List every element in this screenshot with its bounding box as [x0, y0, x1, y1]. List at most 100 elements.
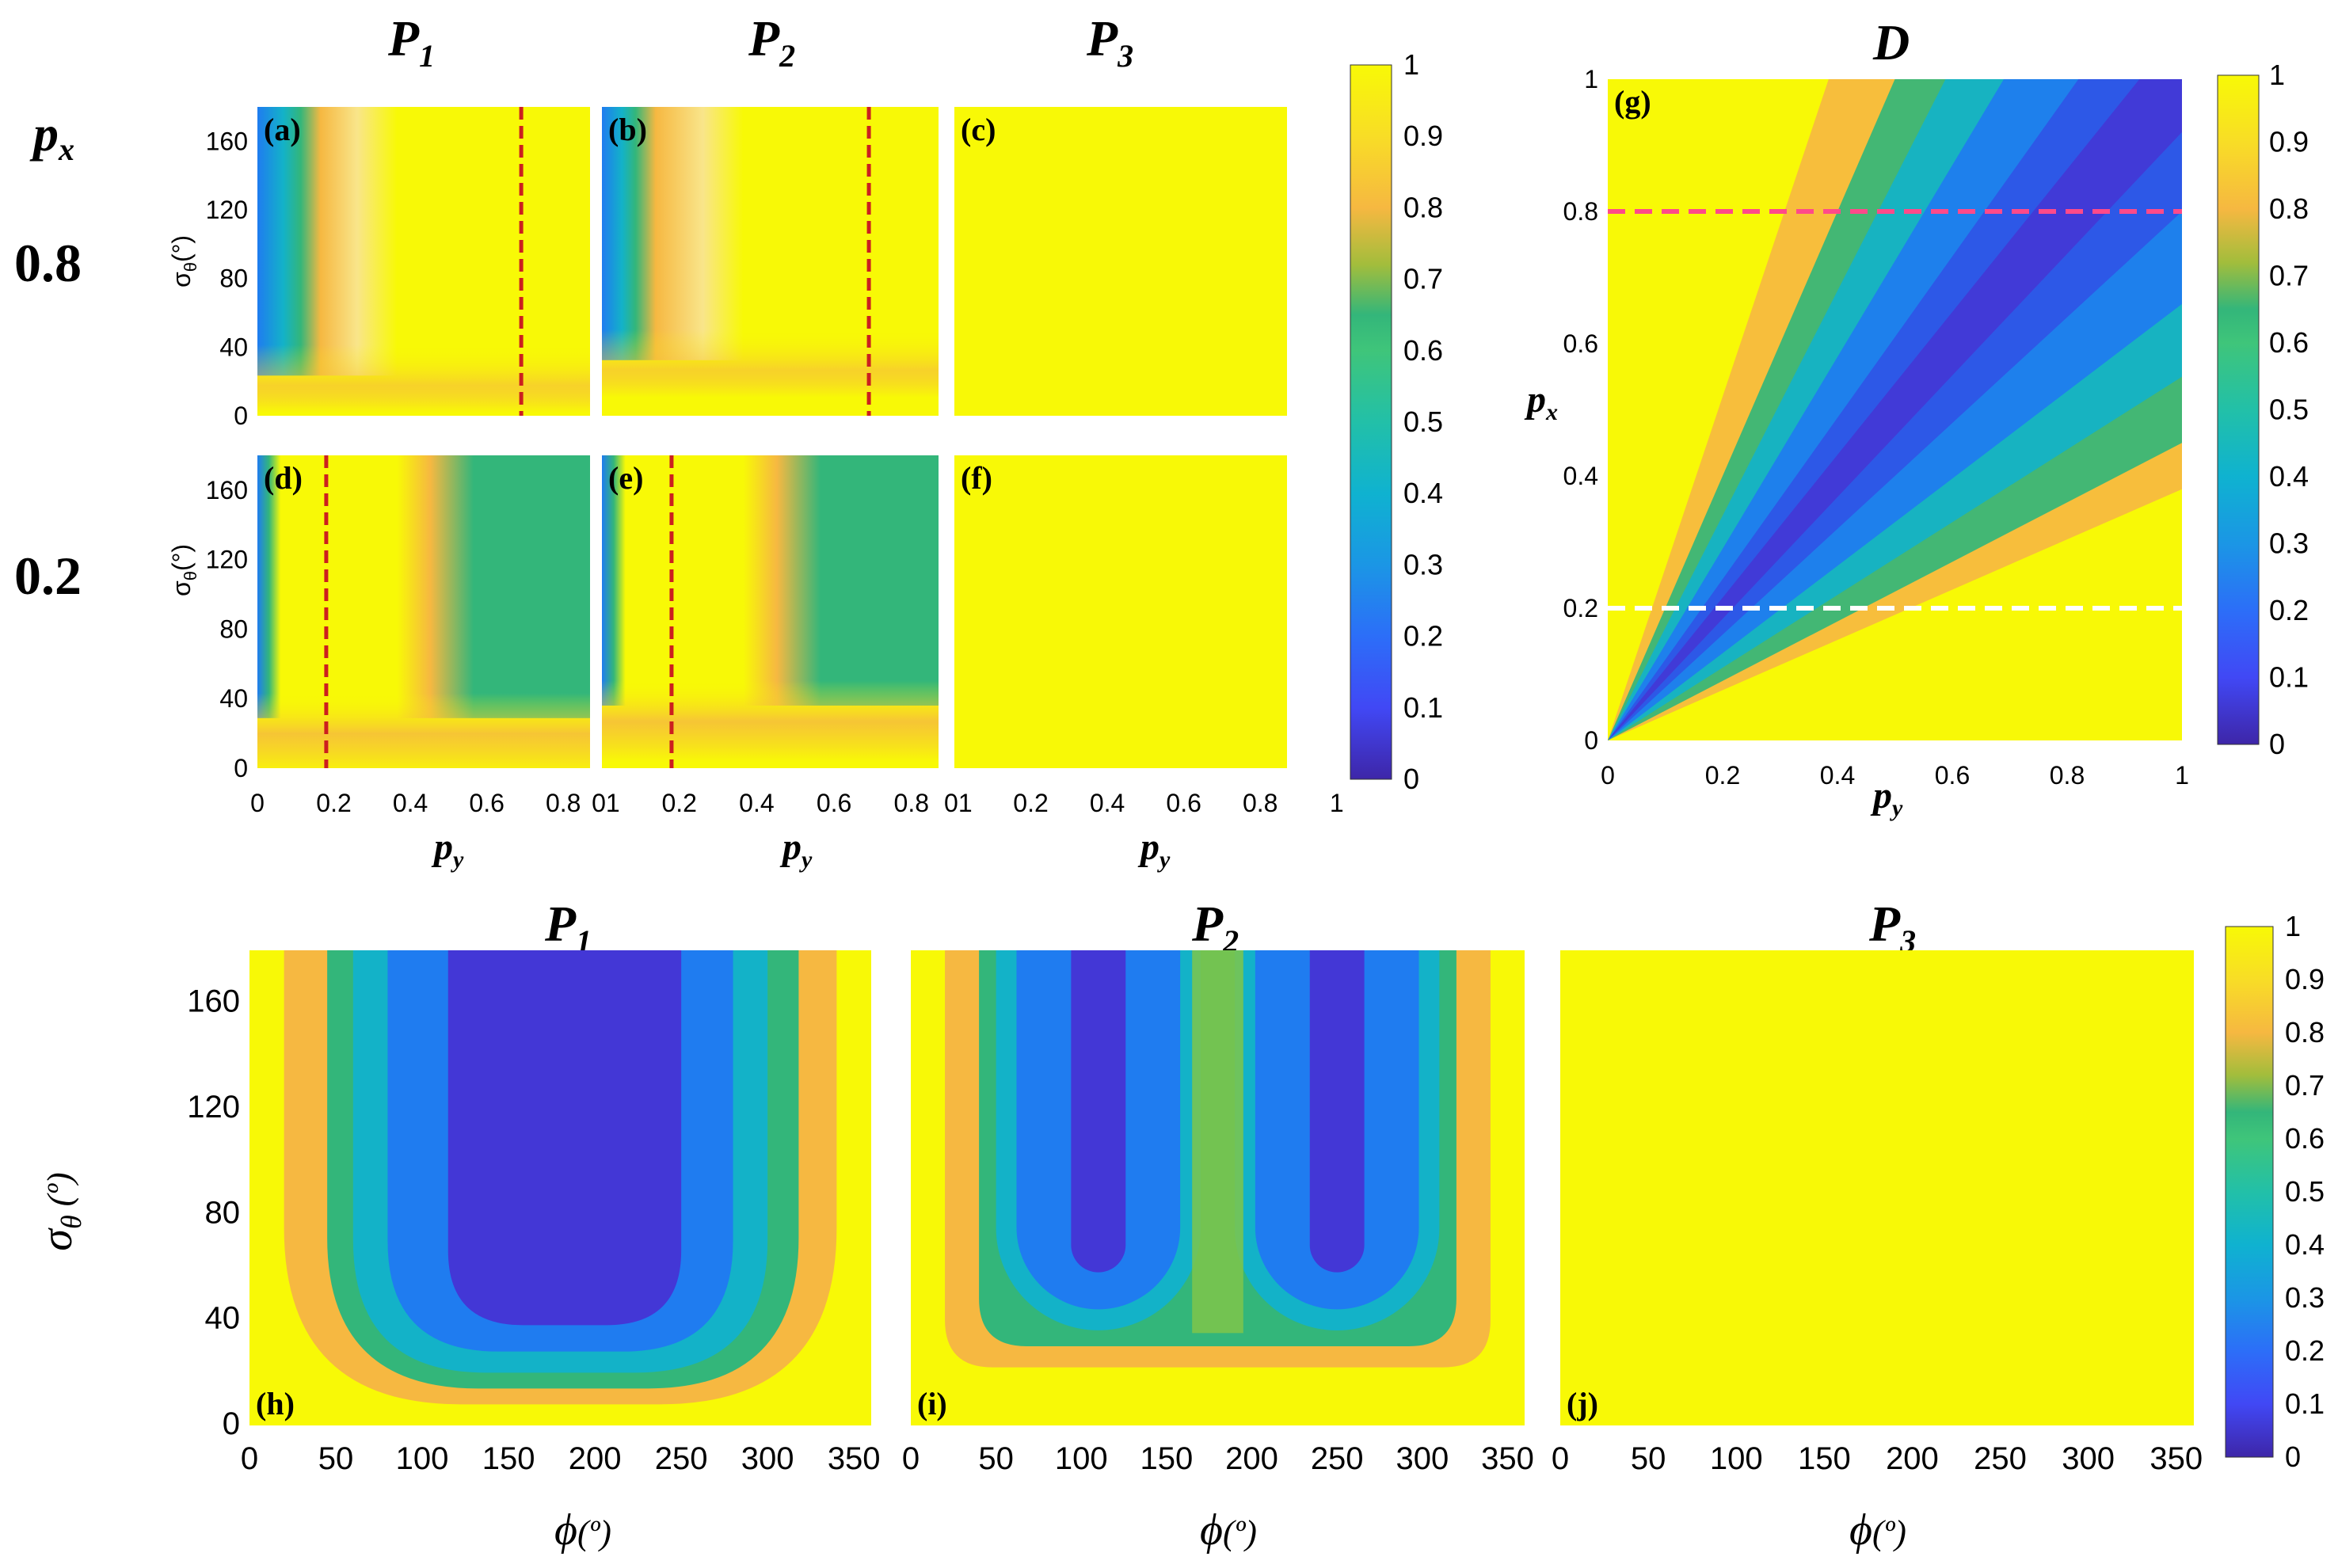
heatmap-j	[1560, 950, 2194, 1425]
x-tick-label: 300	[741, 1441, 794, 1476]
colorbar-tick: 0	[2269, 728, 2285, 760]
x-tick-label: 350	[1481, 1441, 1534, 1476]
x-tick-label: 0.6	[1935, 761, 1970, 790]
bottom-title-p1: P1	[544, 896, 592, 959]
heatmap-floor	[602, 680, 939, 763]
colorbar-tick: 0.4	[1403, 477, 1443, 509]
row-label-0.8: 0.8	[14, 233, 82, 293]
colorbar-tick: 0.6	[2269, 326, 2309, 359]
x-tick-label: 200	[1225, 1441, 1278, 1476]
heatmap-g	[1608, 79, 2182, 740]
colorbar-tick: 0.1	[2285, 1387, 2325, 1420]
heatmap-band	[257, 455, 590, 718]
panel-label-c: (c)	[961, 112, 996, 147]
x-tick-label: 0.2	[1013, 789, 1048, 817]
x-tick-label: 0.8	[1243, 789, 1278, 817]
x-tick-label: 0.4	[1820, 761, 1855, 790]
axes-a: 0 40 80 120 160	[206, 127, 248, 430]
x-tick-label: 0.4	[739, 789, 774, 817]
y-tick-label: 120	[206, 546, 248, 574]
y-tick-label: 160	[206, 127, 248, 155]
x-tick-label: 150	[482, 1441, 535, 1476]
d-ylabel: px	[1524, 379, 1558, 425]
col-title-p1: P1	[387, 10, 435, 74]
x-tick-label: 1	[1330, 789, 1344, 817]
colorbar-tick: 0.9	[2285, 963, 2325, 995]
panel-label-j: (j)	[1567, 1386, 1598, 1421]
xlabel-col3: py	[1137, 826, 1171, 873]
xlabel-col1: py	[431, 826, 464, 873]
heatmap-band	[257, 107, 590, 376]
row-header-px: px	[29, 105, 74, 167]
x-tick-label: 0.6	[1166, 789, 1201, 817]
colorbar-tick: 0.5	[2269, 394, 2309, 426]
heatmap-a	[257, 107, 590, 416]
axes-e: 01 0.2 0.4 0.6 0.8	[592, 789, 929, 817]
col-title-p2: P2	[748, 10, 795, 74]
axes-h: 0 40 80 120 160 0 50 100 150 200 250 300 350	[187, 984, 880, 1476]
colorbar-tick: 0.8	[1403, 191, 1443, 223]
colorbar-tick: 0.6	[1403, 334, 1443, 367]
colorbar-tick: 0.7	[2269, 260, 2309, 292]
colorbar-tick: 0.7	[2285, 1069, 2325, 1102]
y-tick-label: 80	[205, 1195, 241, 1230]
y-tick-label: 0	[234, 402, 248, 430]
colorbar-tick: 0.1	[1403, 691, 1443, 724]
colorbar-tick: 0.5	[1403, 405, 1443, 438]
x-tick-label: 250	[1311, 1441, 1364, 1476]
x-tick-label: 50	[978, 1441, 1014, 1476]
colorbar-cb-top-left: 0 0.1 0.2 0.3 0.4 0.5 0.6 0.7 0.8 0.9 1	[1350, 48, 1443, 795]
y-tick-label: 0.4	[1563, 462, 1598, 490]
bottom-xlabel-i: ϕ(º)	[1200, 1505, 1257, 1555]
x-tick-label: 200	[1886, 1441, 1939, 1476]
panel-label-a: (a)	[264, 112, 301, 147]
y-tick-label: 0	[1584, 726, 1598, 755]
colorbar-tick: 0.3	[2269, 527, 2309, 560]
panel-label-f: (f)	[961, 460, 992, 496]
y-tick-label: 80	[219, 265, 248, 293]
x-tick-label: 0.8	[894, 789, 929, 817]
x-tick-label: 0	[241, 1441, 258, 1476]
y-tick-label: 1	[1584, 65, 1598, 93]
x-tick-label: 0.2	[1705, 761, 1740, 790]
x-tick-label: 01	[944, 789, 973, 817]
panel-label-e: (e)	[608, 460, 643, 496]
x-tick-label: 01	[592, 789, 620, 817]
x-tick-label: 0	[1601, 761, 1615, 790]
y-tick-label: 120	[187, 1090, 240, 1125]
y-tick-label: 160	[206, 476, 248, 504]
heatmap-base	[1560, 950, 2194, 1425]
colorbar-ramp	[2225, 926, 2274, 1458]
x-tick-label: 100	[1055, 1441, 1108, 1476]
heatmap-band	[602, 455, 939, 706]
colorbar-cb-top-right: 0 0.1 0.2 0.3 0.4 0.5 0.6 0.7 0.8 0.9 1	[2217, 59, 2309, 760]
x-tick-label: 0.2	[316, 789, 351, 817]
heatmap-f	[954, 455, 1287, 768]
y-tick-label: 0.8	[1563, 197, 1598, 226]
d-xlabel: py	[1870, 774, 1903, 821]
colorbar-tick: 0.5	[2285, 1175, 2325, 1208]
ylabel-row2: σθ(°)	[167, 544, 200, 596]
panel-label-d: (d)	[264, 460, 303, 496]
axes-i: 0 50 100 150 200 250 300 350	[902, 1441, 1534, 1476]
x-tick-label: 250	[1974, 1441, 2027, 1476]
colorbar-ramp	[2217, 74, 2260, 745]
y-tick-label: 160	[187, 984, 240, 1019]
heatmap-ridge	[1192, 950, 1243, 1334]
x-tick-label: 100	[396, 1441, 449, 1476]
heatmap-contour	[447, 950, 682, 1326]
heatmap-floor	[257, 693, 590, 768]
x-tick-label: 350	[2150, 1441, 2203, 1476]
heatmap-uniform	[954, 455, 1287, 768]
heatmap-floor	[602, 329, 939, 398]
x-tick-label: 150	[1798, 1441, 1851, 1476]
y-tick-label: 120	[206, 196, 248, 224]
x-tick-label: 0.8	[2050, 761, 2085, 790]
axes-d: 0 40 80 120 160 0 0.2 0.4 0.6 0.8	[206, 476, 581, 817]
colorbar-tick: 0.9	[2269, 126, 2309, 158]
x-tick-label: 0	[250, 789, 265, 817]
colorbar-tick: 0.9	[1403, 120, 1443, 152]
panel-label-g: (g)	[1614, 84, 1651, 120]
colorbar-tick: 0.2	[2269, 594, 2309, 626]
x-tick-label: 300	[1396, 1441, 1449, 1476]
